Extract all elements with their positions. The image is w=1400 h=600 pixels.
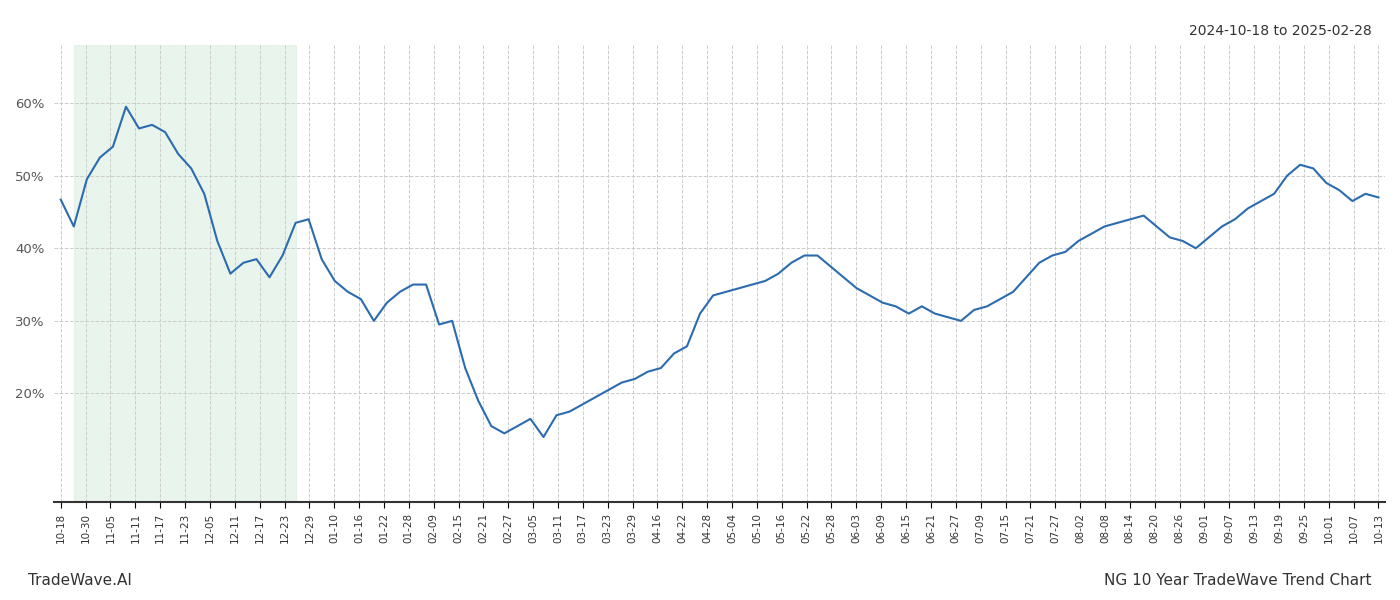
Bar (74, 45, 295, 502)
Text: 2024-10-18 to 2025-02-28: 2024-10-18 to 2025-02-28 (1189, 24, 1372, 38)
Text: TradeWave.AI: TradeWave.AI (28, 573, 132, 588)
Text: NG 10 Year TradeWave Trend Chart: NG 10 Year TradeWave Trend Chart (1105, 573, 1372, 588)
